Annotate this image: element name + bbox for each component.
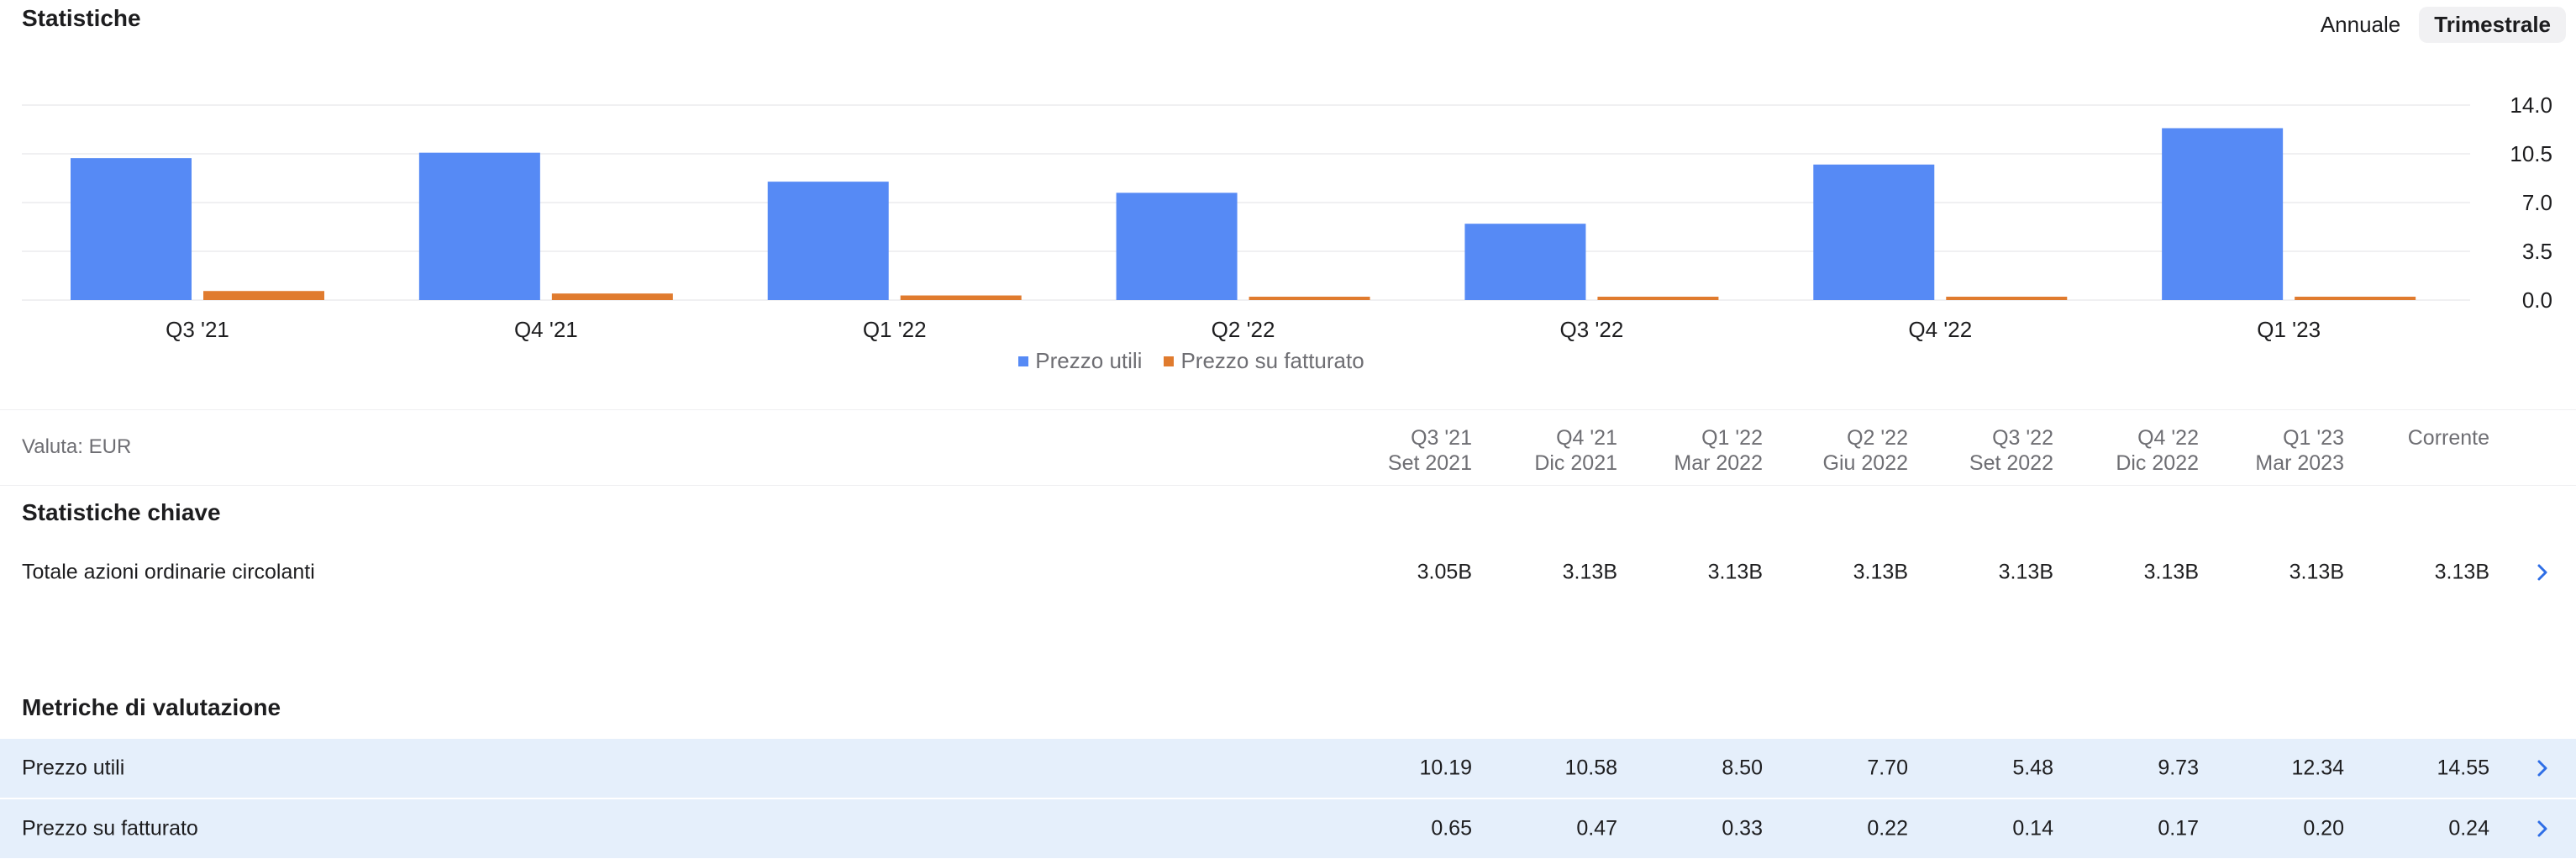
x-tick-label: Q1 '23 (2257, 317, 2321, 342)
chevron-right-icon[interactable] (2534, 561, 2551, 584)
divider (0, 409, 2576, 410)
table-row[interactable]: Prezzo utili 10.19 10.58 8.50 7.70 5.48 9.73 12… (0, 739, 2576, 798)
row-value: 10.58 (1564, 756, 1617, 780)
x-tick-label: Q4 '21 (514, 317, 578, 342)
x-tick-label: Q2 '22 (1212, 317, 1275, 342)
legend-label: Prezzo su fatturato (1180, 348, 1364, 373)
currency-label: Valuta: EUR (22, 435, 132, 458)
page-title: Statistiche (22, 5, 141, 31)
column-period: Q4 '22 (2137, 426, 2199, 450)
row-value: 3.13B (2289, 560, 2344, 584)
column-date: Mar 2022 (1674, 451, 1763, 475)
row-value: 0.14 (2012, 816, 2053, 841)
legend-item-prezzo-utili[interactable]: Prezzo utili (1018, 348, 1142, 374)
column-period: Q4 '21 (1556, 426, 1617, 450)
column-period: Q3 '22 (1992, 426, 2053, 450)
bar-prezzo-su-fatturato[interactable] (2295, 297, 2416, 300)
row-label: Prezzo utili (22, 756, 125, 780)
row-label: Totale azioni ordinarie circolanti (22, 560, 315, 584)
bar-prezzo-su-fatturato[interactable] (203, 291, 324, 300)
column-period: Q3 '21 (1411, 426, 1472, 450)
column-date: Dic 2022 (2116, 451, 2199, 475)
x-tick-label: Q3 '21 (166, 317, 229, 342)
column-date: Set 2022 (1969, 451, 2053, 475)
bar-prezzo-utili[interactable] (1813, 164, 1935, 300)
y-tick-label: 3.5 (2522, 239, 2552, 264)
column-header: Q2 '22 Giu 2022 (1823, 425, 1908, 476)
period-toggle: Annuale Trimestrale (2305, 7, 2566, 43)
row-value: 0.17 (2158, 816, 2199, 841)
quarterly-toggle-button[interactable]: Trimestrale (2419, 7, 2566, 43)
column-period: Q2 '22 (1847, 426, 1908, 450)
annual-toggle-button[interactable]: Annuale (2320, 12, 2401, 37)
row-value: 7.70 (1867, 756, 1908, 780)
chart-legend: Prezzo utili Prezzo su fatturato (0, 348, 2383, 374)
column-period: Corrente (2407, 426, 2489, 450)
x-tick-label: Q3 '22 (1560, 317, 1624, 342)
bar-prezzo-utili[interactable] (418, 152, 540, 300)
column-header: Q3 '22 Set 2022 (1969, 425, 2053, 476)
row-value: 3.13B (1998, 560, 2053, 584)
column-date: Giu 2022 (1822, 451, 1908, 475)
bar-prezzo-utili[interactable] (767, 182, 889, 300)
chevron-right-icon[interactable] (2534, 817, 2551, 841)
row-value: 12.34 (2291, 756, 2344, 780)
column-header: Q3 '21 Set 2021 (1388, 425, 1472, 476)
bar-prezzo-utili[interactable] (1464, 224, 1586, 300)
column-header: Q1 '23 Mar 2023 (2255, 425, 2344, 476)
row-value: 3.13B (2434, 560, 2489, 584)
legend-swatch-blue (1018, 356, 1029, 366)
row-value: 3.13B (1707, 560, 1763, 584)
row-value: 0.47 (1576, 816, 1617, 841)
row-value: 0.20 (2303, 816, 2344, 841)
x-tick-label: Q4 '22 (1908, 317, 1972, 342)
row-value: 0.33 (1722, 816, 1763, 841)
row-value: 3.13B (1853, 560, 1908, 584)
chevron-right-icon[interactable] (2534, 756, 2551, 780)
bar-prezzo-utili[interactable] (1116, 192, 1238, 300)
row-value: 3.05B (1417, 560, 1472, 584)
bar-prezzo-su-fatturato[interactable] (1597, 297, 1719, 300)
column-header: Q4 '22 Dic 2022 (2116, 425, 2199, 476)
row-value: 5.48 (2012, 756, 2053, 780)
column-date: Mar 2023 (2255, 451, 2344, 475)
bar-prezzo-su-fatturato[interactable] (1249, 297, 1370, 300)
column-date: Dic 2021 (1534, 451, 1617, 475)
x-tick-label: Q1 '22 (863, 317, 927, 342)
stats-bar-chart: 14.0 10.5 7.0 3.5 0.0 Q3 '21 Q4 '21 Q1 '22 Q2 '2… (22, 92, 2552, 342)
y-tick-label: 10.5 (2510, 141, 2552, 166)
row-value: 0.24 (2448, 816, 2489, 841)
bar-prezzo-su-fatturato[interactable] (1946, 297, 2068, 300)
section-title: Metriche di valutazione (22, 694, 281, 720)
legend-label: Prezzo utili (1035, 348, 1143, 373)
bar-prezzo-su-fatturato[interactable] (551, 293, 673, 300)
bar-prezzo-utili[interactable] (2162, 128, 2284, 300)
column-period: Q1 '22 (1701, 426, 1763, 450)
row-value: 0.22 (1867, 816, 1908, 841)
column-header: Q1 '22 Mar 2022 (1674, 425, 1763, 476)
bar-prezzo-su-fatturato[interactable] (900, 295, 1022, 300)
table-row[interactable]: Totale azioni ordinarie circolanti 3.05B 3… (0, 543, 2576, 602)
row-value: 0.65 (1431, 816, 1472, 841)
column-period: Q1 '23 (2283, 426, 2344, 450)
column-header: Q4 '21 Dic 2021 (1534, 425, 1617, 476)
section-title: Statistiche chiave (22, 499, 221, 525)
row-value: 14.55 (2437, 756, 2489, 780)
column-header: Corrente (2408, 425, 2489, 451)
row-value: 3.13B (2143, 560, 2199, 584)
row-value: 10.19 (1419, 756, 1472, 780)
column-date: Set 2021 (1387, 451, 1472, 475)
row-value: 9.73 (2158, 756, 2199, 780)
legend-item-prezzo-su-fatturato[interactable]: Prezzo su fatturato (1164, 348, 1364, 374)
row-label: Prezzo su fatturato (22, 816, 198, 841)
row-value: 3.13B (1562, 560, 1617, 584)
legend-swatch-orange (1164, 356, 1175, 366)
y-tick-label: 0.0 (2522, 287, 2552, 313)
row-value: 8.50 (1722, 756, 1763, 780)
y-tick-label: 7.0 (2522, 190, 2552, 215)
bar-prezzo-utili[interactable] (71, 158, 192, 300)
divider (0, 485, 2576, 486)
y-tick-label: 14.0 (2510, 92, 2552, 118)
table-row[interactable]: Prezzo su fatturato 0.65 0.47 0.33 0.22 0.14 0… (0, 799, 2576, 858)
